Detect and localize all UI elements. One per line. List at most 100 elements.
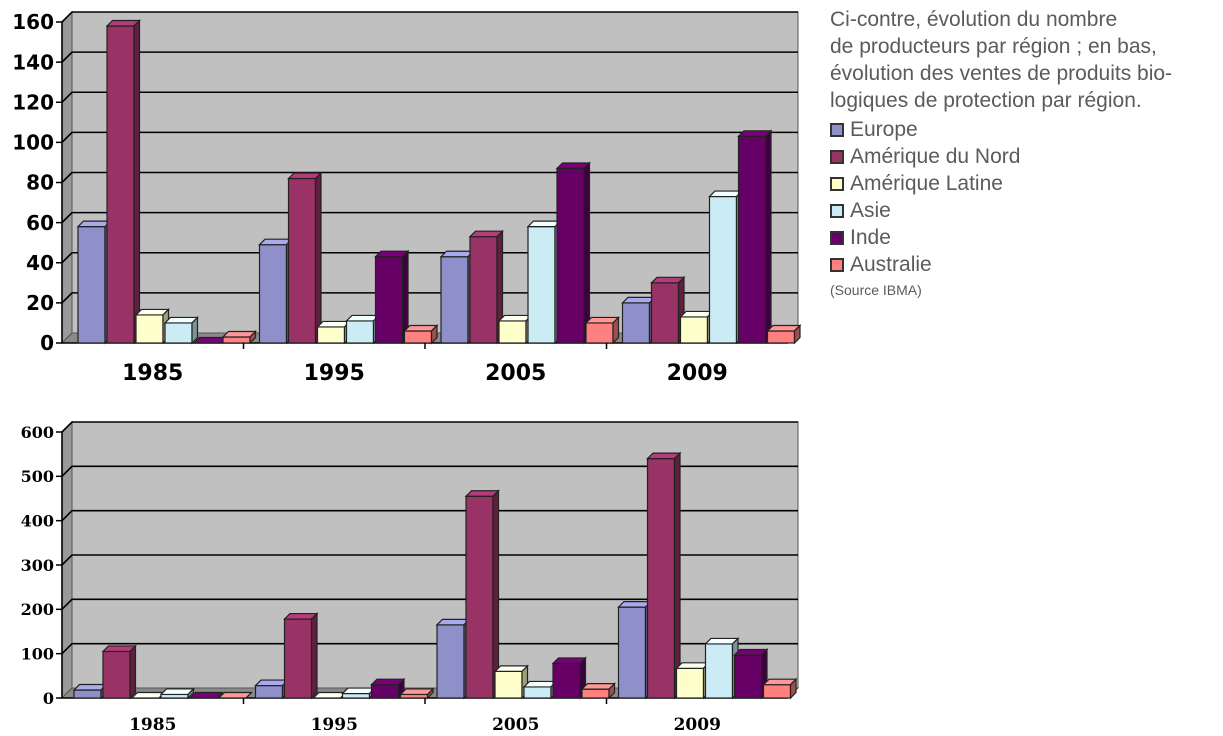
y-tick-label: 600 xyxy=(21,423,54,442)
bar-europe-2005 xyxy=(435,617,471,700)
gridline xyxy=(61,554,798,566)
bar-am-rique-latine-2009 xyxy=(679,309,715,345)
caption: Ci-contre, évolution du nombre de produc… xyxy=(830,6,1220,114)
bar-front xyxy=(762,684,792,699)
legend-swatch xyxy=(830,122,844,137)
bar-front xyxy=(679,316,709,344)
bar-side xyxy=(426,687,434,700)
bar-front xyxy=(370,684,400,699)
bar-inde-1985 xyxy=(188,691,224,699)
legend-item-europe: Europe xyxy=(830,116,1220,143)
source-note: (Source IBMA) xyxy=(830,282,922,298)
bar-side xyxy=(583,161,591,345)
gridline xyxy=(61,211,798,224)
bar-front xyxy=(164,322,193,344)
bar-europe-2005 xyxy=(439,249,475,345)
legend-label: Europe xyxy=(850,117,918,141)
bar-front xyxy=(469,236,498,344)
y-tick-label: 120 xyxy=(12,90,54,114)
bar-asie-1985 xyxy=(159,687,195,700)
bar-am-rique-latine-1985 xyxy=(134,307,170,345)
bar-am-rique-du-nord-1995 xyxy=(287,171,323,345)
gridline xyxy=(61,509,798,522)
bar-front xyxy=(316,326,346,344)
x-category-label: 1995 xyxy=(311,715,358,735)
legend-label: Amérique du Nord xyxy=(850,144,1021,168)
y-tick-label: 60 xyxy=(26,211,54,235)
y-tick-label: 140 xyxy=(12,50,54,74)
bar-front xyxy=(733,654,763,699)
legend-item-amerique-du-nord: Amérique du Nord xyxy=(830,143,1220,170)
bar-side xyxy=(129,644,137,700)
bar-front xyxy=(737,135,767,344)
gridline xyxy=(61,465,798,477)
bar-side xyxy=(249,330,257,345)
bar-australie-1995 xyxy=(403,324,439,345)
bar-asie-1985 xyxy=(163,315,199,345)
producers-chart: 0 20 40 60 80 100 120 140 160 1985 1995 2005 2009 xyxy=(12,10,802,386)
sales-chart: 0 100 200 300 400 500 600 1985 1995 2005 2009 xyxy=(21,420,800,735)
y-tick-label: 100 xyxy=(12,131,54,155)
x-category-label: 1985 xyxy=(129,715,176,735)
bar-inde-1985 xyxy=(192,336,228,344)
bar-front xyxy=(617,606,647,699)
side-panel: Ci-contre, évolution du nombre de produc… xyxy=(830,6,1220,298)
gridline xyxy=(61,598,798,610)
gridline xyxy=(61,11,798,23)
bar-side xyxy=(492,489,500,700)
y-tick-label: 0 xyxy=(43,689,54,708)
legend-item-asie: Asie xyxy=(830,197,1220,224)
bar-front xyxy=(621,302,651,344)
legend-item-amerique-latine: Amérique Latine xyxy=(830,170,1220,197)
bar-australie-1985 xyxy=(221,330,257,345)
bar-front xyxy=(283,618,313,699)
bar-front xyxy=(258,244,288,344)
bar-asie-1995 xyxy=(341,686,377,700)
bar-front xyxy=(135,314,164,344)
bar-am-rique-du-nord-2009 xyxy=(646,451,682,700)
bar-australie-1985 xyxy=(217,691,253,699)
bar-am-rique-latine-2005 xyxy=(493,664,529,700)
y-tick-label: 40 xyxy=(26,251,54,275)
legend-item-inde: Inde xyxy=(830,224,1220,251)
bar-europe-1995 xyxy=(254,678,290,700)
gridline xyxy=(61,171,798,184)
gridline xyxy=(61,51,798,63)
bar-front xyxy=(102,650,131,699)
gridline xyxy=(61,91,798,103)
y-tick-label: 20 xyxy=(26,291,54,315)
bar-australie-2005 xyxy=(584,315,620,345)
bar-front xyxy=(440,256,469,344)
bar-asie-2009 xyxy=(704,636,740,700)
legend-swatch xyxy=(830,203,844,218)
bar-side xyxy=(430,324,438,345)
bar-front xyxy=(436,624,465,699)
legend-swatch xyxy=(830,230,844,245)
legend: Europe Amérique du Nord Amérique Latine … xyxy=(830,116,1220,278)
bar-front xyxy=(585,322,614,344)
bar-asie-2005 xyxy=(522,679,558,700)
x-category-label: 2009 xyxy=(674,715,721,735)
legend-swatch xyxy=(830,257,844,272)
x-category-label: 1995 xyxy=(304,361,365,386)
bar-side xyxy=(612,315,620,345)
bar-front xyxy=(552,662,581,699)
bar-am-rique-du-nord-1995 xyxy=(283,612,319,700)
bar-asie-2005 xyxy=(526,219,562,345)
bar-front xyxy=(766,330,796,344)
caption-line: de producteurs par région ; en bas, xyxy=(830,35,1157,58)
y-tick-label: 300 xyxy=(21,556,54,575)
caption-line: logiques de protection par région. xyxy=(830,89,1142,112)
y-tick-label: 400 xyxy=(21,511,54,530)
bar-front xyxy=(106,25,135,344)
bar-front xyxy=(581,688,610,699)
bar-am-rique-latine-1985 xyxy=(130,691,166,699)
bar-australie-1995 xyxy=(399,687,435,700)
y-tick-label: 0 xyxy=(40,331,54,355)
gridline xyxy=(61,642,798,655)
x-category-label: 1985 xyxy=(122,361,183,386)
bar-inde-2009 xyxy=(737,129,773,345)
bar-inde-2009 xyxy=(733,648,769,700)
bar-europe-1985 xyxy=(76,219,112,345)
bar-am-rique-latine-2009 xyxy=(675,661,711,700)
